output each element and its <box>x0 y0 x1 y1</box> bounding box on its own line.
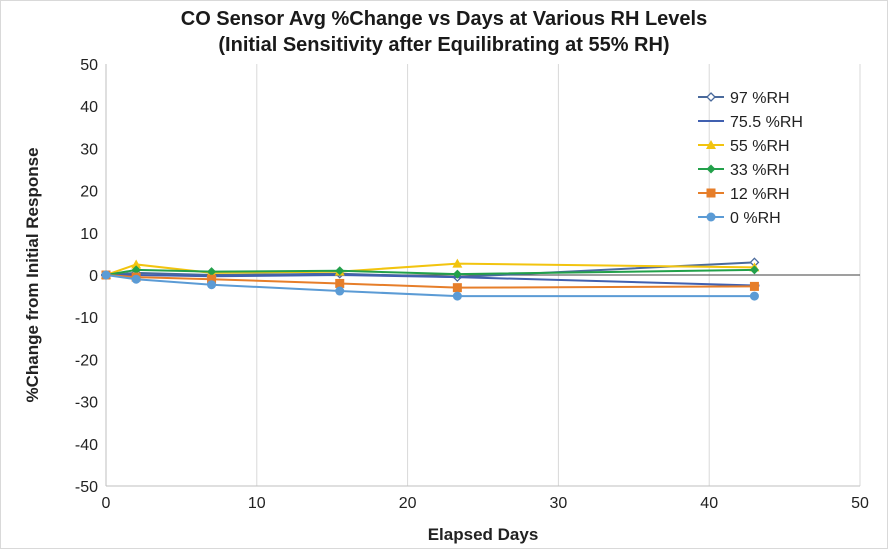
data-point <box>207 274 217 284</box>
data-point <box>335 286 345 296</box>
y-tick-label: 20 <box>80 184 98 201</box>
y-tick-label: -30 <box>75 395 98 412</box>
data-point <box>207 267 217 277</box>
data-point <box>452 258 463 268</box>
data-point <box>131 259 142 269</box>
y-tick-label: -10 <box>75 310 98 327</box>
y-tick-label: 40 <box>80 99 98 116</box>
y-tick-label: 10 <box>80 226 98 243</box>
y-axis-label: %Change from Initial Response <box>23 147 42 402</box>
legend-entry: 0 %RH <box>698 210 781 227</box>
series-line <box>105 274 755 298</box>
legend-marker <box>706 140 716 149</box>
y-tick-label: 0 <box>89 268 98 285</box>
legend: 97 %RH 75.5 %RH 55 %RH 33 %RH 12 %RH 0 %RH <box>698 90 803 227</box>
chart-title: CO Sensor Avg %Change vs Days at Various… <box>180 8 708 30</box>
legend-entry: 55 %RH <box>698 138 790 155</box>
x-axis-label: Elapsed Days <box>428 525 539 544</box>
legend-entry: 33 %RH <box>698 162 790 179</box>
series-line <box>105 274 755 289</box>
series-0-rh <box>101 270 759 301</box>
legend-marker <box>706 212 716 222</box>
data-point <box>101 270 111 280</box>
data-point <box>749 265 759 275</box>
data-point <box>335 278 345 288</box>
x-tick-label: 0 <box>102 495 111 512</box>
y-tick-label: -40 <box>75 437 98 454</box>
y-tick-label: -50 <box>75 479 98 496</box>
legend-label: 12 %RH <box>730 186 790 203</box>
series-lines <box>101 257 760 301</box>
x-tick-label: 30 <box>550 495 568 512</box>
legend-marker <box>706 92 716 102</box>
legend-marker <box>706 164 716 174</box>
data-point <box>452 283 462 293</box>
y-tick-label: 30 <box>80 141 98 158</box>
legend-label: 55 %RH <box>730 138 790 155</box>
data-point <box>207 280 217 290</box>
series-line <box>105 268 755 276</box>
legend-entry: 75.5 %RH <box>698 114 803 131</box>
data-point <box>131 265 141 275</box>
data-point <box>131 274 141 284</box>
chart-subtitle: (Initial Sensitivity after Equilibrating… <box>218 34 670 56</box>
series-33-rh <box>101 265 759 280</box>
y-tick-label: 50 <box>80 57 98 74</box>
series-line <box>105 262 755 276</box>
series-97-rh <box>101 257 760 283</box>
data-point <box>749 291 759 301</box>
x-tick-label: 40 <box>700 495 718 512</box>
legend-label: 75.5 %RH <box>730 114 803 131</box>
legend-label: 33 %RH <box>730 162 790 179</box>
legend-label: 0 %RH <box>730 210 781 227</box>
series-line <box>106 273 755 287</box>
data-point <box>452 269 462 279</box>
y-tick-label: -20 <box>75 352 98 369</box>
data-point <box>749 281 759 291</box>
x-tick-label: 50 <box>851 495 869 512</box>
data-point <box>335 266 345 276</box>
series-line <box>105 261 755 279</box>
data-point <box>452 291 462 301</box>
legend-entry: 12 %RH <box>698 186 790 203</box>
x-tick-label: 10 <box>248 495 266 512</box>
legend-marker <box>706 188 716 198</box>
legend-entry: 97 %RH <box>698 90 790 107</box>
legend-label: 97 %RH <box>730 90 790 107</box>
x-tick-label: 20 <box>399 495 417 512</box>
